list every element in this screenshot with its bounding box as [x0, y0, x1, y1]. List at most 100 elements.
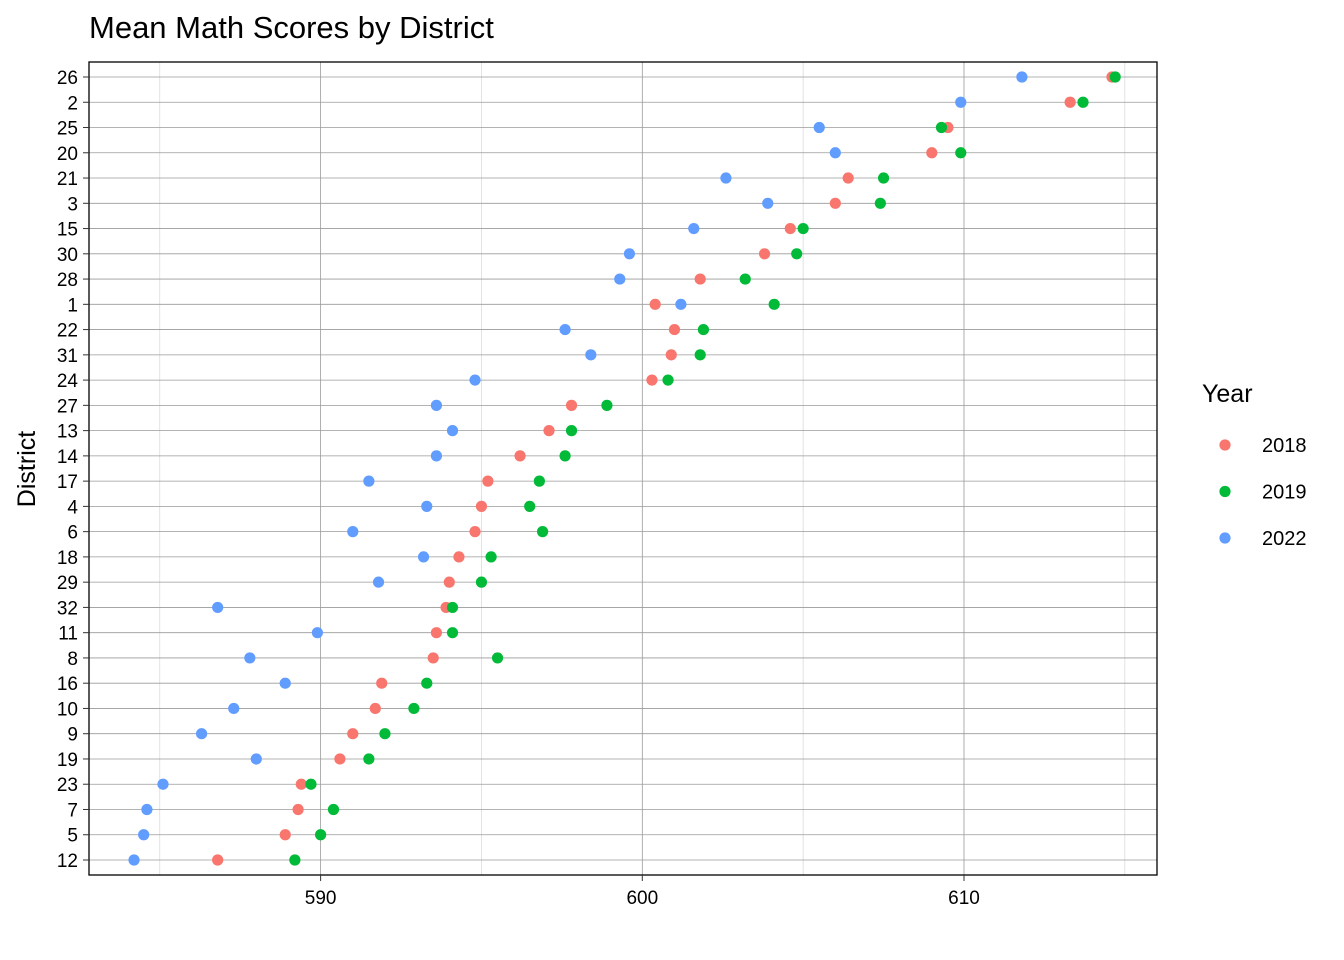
legend-label-2018: 2018: [1262, 435, 1307, 457]
y-tick-label: 15: [57, 220, 78, 241]
data-point-2018: [347, 728, 359, 740]
data-point-2022: [138, 829, 150, 841]
y-tick-label: 10: [57, 699, 78, 720]
y-tick-label: 32: [57, 598, 78, 619]
y-tick-label: 2: [67, 93, 78, 114]
data-point-2022: [469, 374, 481, 386]
data-point-2019: [877, 172, 890, 184]
data-point-2022: [157, 778, 169, 790]
y-tick-label: 26: [57, 68, 78, 89]
data-point-2018: [1064, 96, 1076, 108]
y-tick-label: 23: [57, 775, 78, 796]
data-point-2019: [791, 248, 803, 260]
data-point-2019: [421, 677, 433, 689]
data-point-2022: [585, 349, 597, 361]
data-point-2019: [408, 702, 420, 715]
y-tick-label: 6: [67, 523, 78, 544]
data-point-2018: [295, 778, 307, 790]
data-point-2019: [533, 475, 545, 487]
data-point-2019: [289, 854, 301, 866]
data-point-2018: [514, 450, 526, 462]
y-tick-label: 18: [57, 548, 78, 569]
y-tick-label: 12: [57, 851, 78, 872]
data-point-2019: [697, 323, 710, 336]
plot-panel-border: [88, 61, 1158, 876]
y-tick-label: 27: [57, 396, 78, 417]
data-point-2019: [662, 374, 674, 386]
x-tick-label: 590: [305, 888, 337, 909]
y-tick-label: 25: [57, 119, 78, 140]
data-point-2019: [379, 728, 391, 740]
data-point-2022: [813, 121, 825, 134]
y-tick-label: 13: [57, 422, 78, 443]
data-point-2022: [250, 753, 262, 765]
data-point-2018: [649, 298, 661, 310]
data-point-2022: [279, 677, 291, 689]
data-point-2018: [443, 576, 455, 588]
y-tick-label: 7: [67, 800, 78, 821]
data-point-2018: [829, 197, 841, 209]
y-tick-label: 1: [67, 295, 78, 316]
data-point-2019: [491, 652, 504, 664]
data-point-2019: [446, 601, 459, 614]
data-point-2022: [430, 399, 443, 411]
legend-title: Year: [1202, 380, 1253, 408]
data-point-2018: [694, 273, 706, 285]
y-tick-label: 30: [57, 245, 78, 266]
data-point-2022: [720, 172, 732, 184]
data-point-2019: [694, 349, 706, 361]
data-point-2019: [315, 829, 327, 841]
legend: Year 2018 2019 2022: [1202, 380, 1307, 550]
data-point-2019: [797, 222, 809, 235]
data-point-2019: [524, 500, 536, 512]
data-point-2019: [1109, 71, 1121, 83]
data-point-2022: [212, 601, 224, 614]
y-tick-label: 17: [57, 472, 78, 493]
y-tick-label: 5: [67, 826, 78, 847]
data-point-2019: [955, 147, 967, 159]
y-tick-label: 14: [57, 447, 79, 468]
data-point-2019: [485, 551, 497, 563]
data-point-2018: [926, 147, 938, 159]
data-point-2018: [482, 475, 494, 487]
data-point-2018: [475, 500, 488, 512]
data-point-2022: [195, 728, 208, 740]
data-point-2022: [311, 627, 323, 639]
data-point-2022: [762, 197, 774, 209]
plot-grid: [89, 62, 1157, 875]
data-point-2022: [417, 551, 430, 563]
y-tick-label: 4: [67, 497, 78, 518]
y-tick-label: 31: [57, 346, 78, 367]
y-tick-label: 28: [57, 270, 78, 291]
data-point-2018: [427, 652, 439, 664]
data-point-2019: [475, 576, 488, 588]
data-point-2022: [141, 803, 153, 816]
data-point-2022: [688, 222, 700, 235]
data-point-2019: [768, 298, 780, 310]
data-point-2022: [372, 576, 385, 588]
data-point-2022: [363, 475, 375, 487]
data-point-2022: [128, 854, 140, 866]
data-point-2022: [675, 298, 687, 310]
data-point-2019: [305, 778, 317, 790]
data-point-2019: [1077, 96, 1089, 108]
y-axis-ticks: 2622520213153028122312427131417461829321…: [57, 68, 89, 872]
data-point-2018: [784, 222, 796, 235]
data-point-2019: [363, 753, 375, 765]
y-tick-label: 11: [58, 624, 78, 645]
x-axis-ticks: 590 600 610: [305, 875, 980, 909]
data-point-2022: [559, 323, 571, 336]
data-point-2022: [829, 147, 841, 159]
data-point-2018: [430, 627, 443, 639]
data-point-2019: [565, 425, 578, 437]
data-point-2018: [212, 854, 224, 866]
data-point-2022: [244, 652, 256, 664]
chart-title: Mean Math Scores by District: [89, 10, 494, 45]
data-points: [128, 71, 1121, 866]
y-tick-label: 16: [57, 674, 78, 695]
data-point-2022: [1016, 71, 1028, 83]
data-point-2018: [453, 551, 465, 563]
y-tick-label: 19: [57, 750, 78, 771]
x-tick-label: 610: [948, 888, 980, 909]
